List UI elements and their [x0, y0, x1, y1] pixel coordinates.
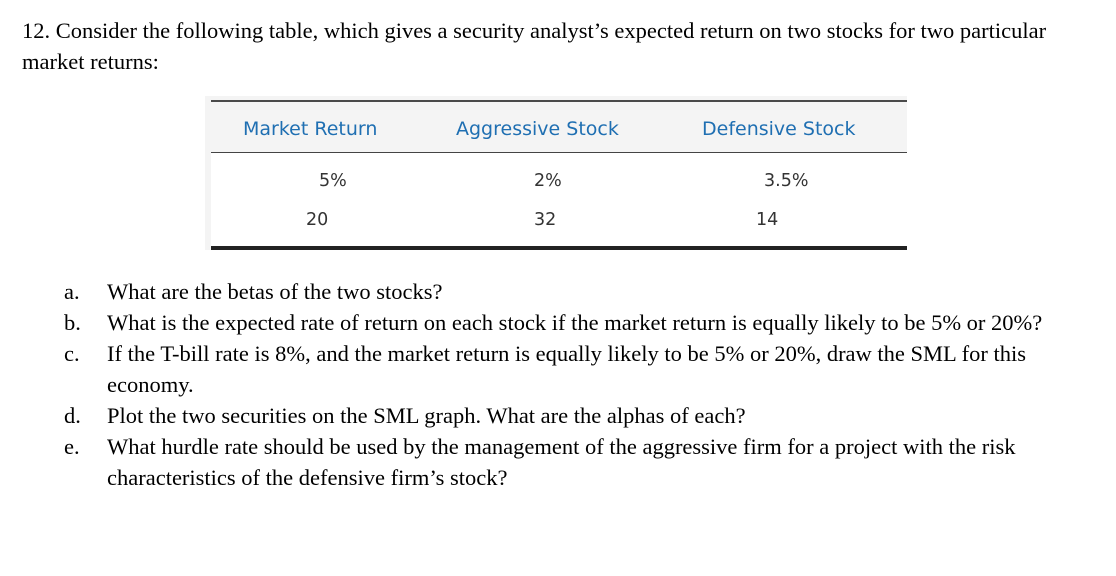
table-header-rule: [211, 152, 907, 153]
question-text: What are the betas of the two stocks?: [107, 279, 443, 304]
header-aggressive-stock: Aggressive Stock: [456, 118, 619, 140]
cell-market-return-2: 20: [306, 210, 329, 230]
question-marker: d.: [64, 403, 81, 428]
question-text: What is the expected rate of return on e…: [107, 310, 1043, 335]
problem-intro: 12. Consider the following table, which …: [22, 18, 1047, 74]
cell-aggressive-stock-2: 32: [534, 210, 557, 230]
question-item: b. What is the expected rate of return o…: [0, 307, 1116, 338]
table-body: [211, 153, 907, 246]
question-marker: b.: [64, 310, 81, 335]
question-marker: e.: [64, 434, 80, 459]
header-market-return: Market Return: [243, 118, 378, 140]
question-text: If the T-bill rate is 8%, and the market…: [107, 341, 1026, 397]
table-bottom-rule: [211, 246, 907, 250]
question-item: e. What hurdle rate should be used by th…: [0, 431, 1116, 493]
cell-defensive-stock-2: 14: [756, 210, 779, 230]
question-text: Plot the two securities on the SML graph…: [107, 403, 746, 428]
question-item: c. If the T-bill rate is 8%, and the mar…: [0, 338, 1116, 400]
question-marker: a.: [64, 279, 80, 304]
question-text: What hurdle rate should be used by the m…: [107, 434, 1016, 490]
question-marker: c.: [64, 341, 80, 366]
cell-market-return-1: 5%: [319, 171, 347, 191]
returns-table: Market Return Aggressive Stock Defensive…: [205, 96, 907, 250]
question-list: a. What are the betas of the two stocks?…: [0, 276, 1116, 493]
table-top-rule: [211, 100, 907, 102]
question-item: a. What are the betas of the two stocks?: [0, 276, 1116, 307]
cell-aggressive-stock-1: 2%: [534, 171, 562, 191]
header-defensive-stock: Defensive Stock: [702, 118, 856, 140]
cell-defensive-stock-1: 3.5%: [764, 171, 809, 191]
question-item: d. Plot the two securities on the SML gr…: [0, 400, 1116, 431]
